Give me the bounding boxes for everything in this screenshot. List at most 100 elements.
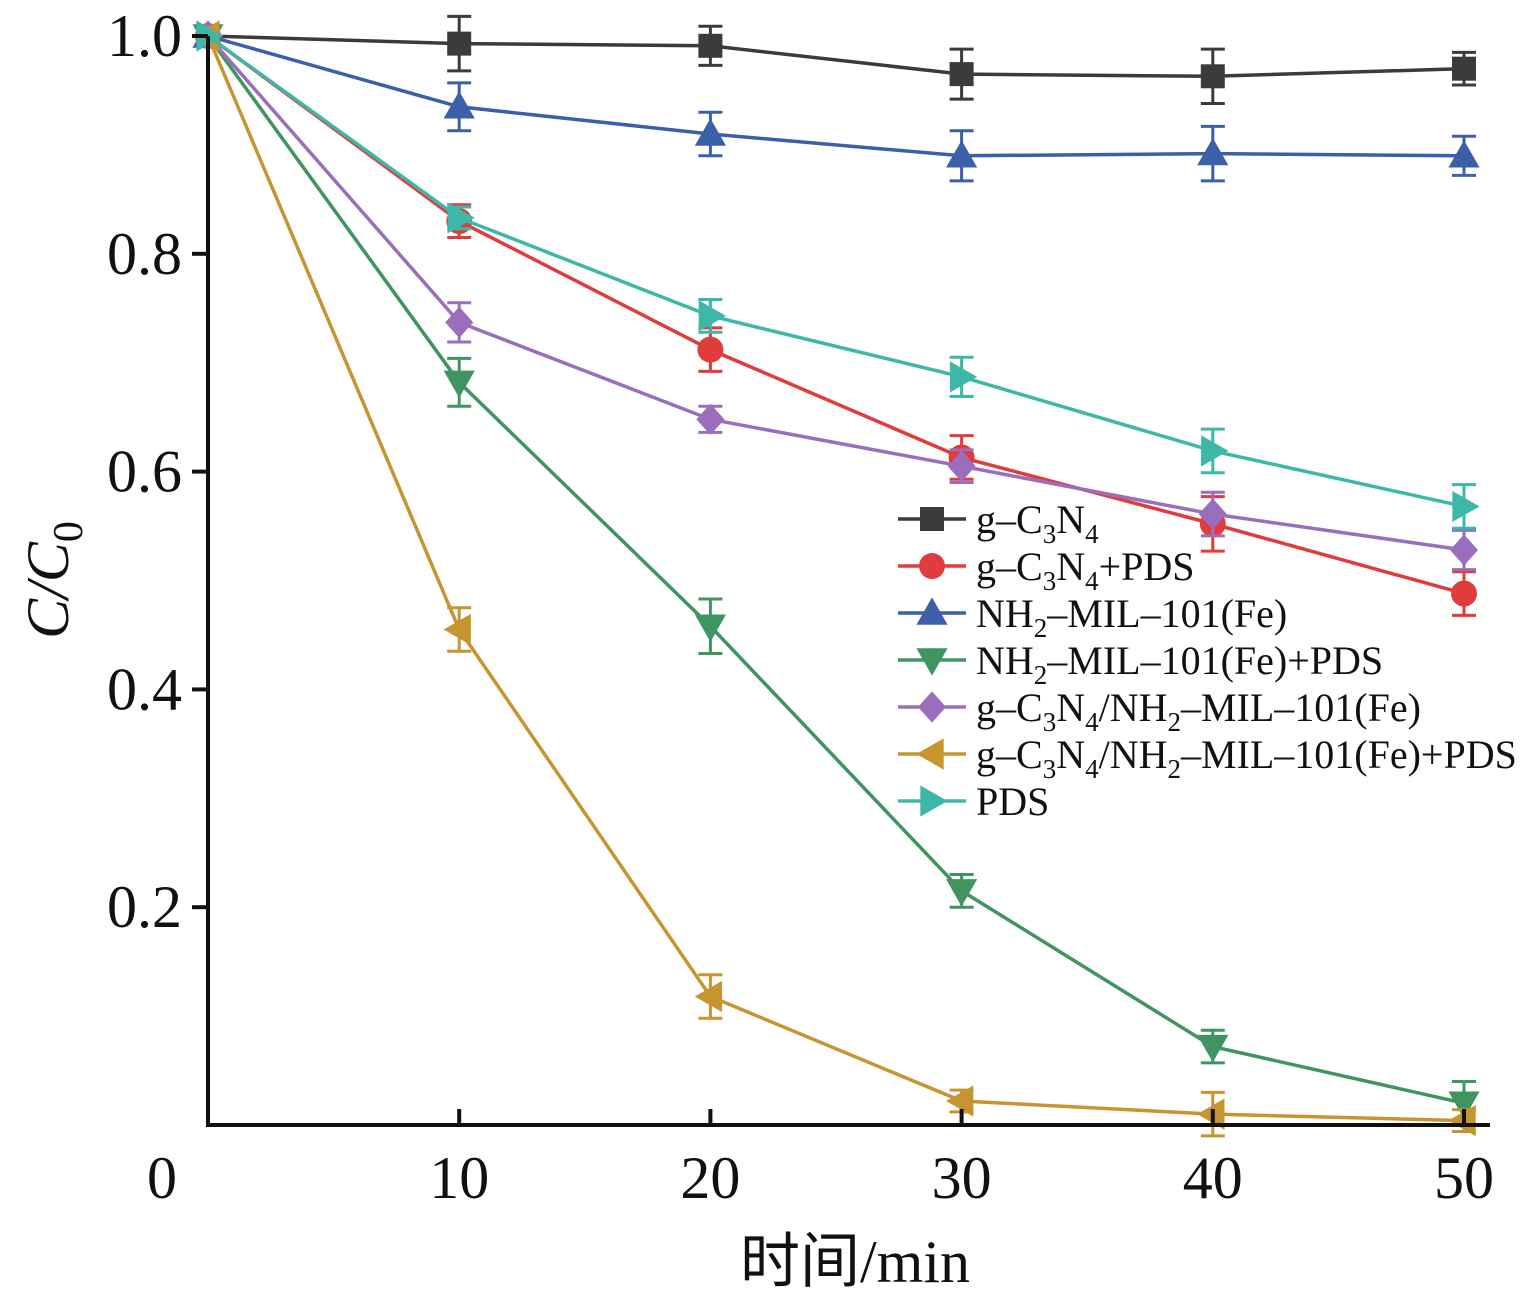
legend-text-part: –MIL–101(Fe)+PDS — [1046, 638, 1383, 683]
data-point — [447, 202, 475, 234]
plot-area — [192, 14, 1480, 1138]
legend-text-part: +PDS — [1099, 544, 1195, 589]
data-point — [1200, 64, 1225, 89]
legend-item: g–C3N4/NH2–MIL–101(Fe) — [898, 685, 1421, 737]
data-point — [1197, 138, 1229, 166]
legend-text-part: N — [1056, 732, 1085, 777]
y-tick-label: 0.6 — [107, 439, 182, 505]
svg-text:C/C0: C/C0 — [15, 521, 92, 639]
data-point — [694, 118, 726, 146]
y-tick-label: 0.4 — [107, 656, 182, 722]
series-line — [206, 34, 1465, 552]
series-line — [206, 34, 1465, 1105]
data-point — [443, 91, 475, 119]
y-axis-title: C/C0 — [15, 521, 92, 639]
legend-label: g–C3N4 — [976, 497, 1099, 549]
data-point — [443, 370, 475, 398]
y-axis-title-main: C/C — [15, 541, 81, 639]
series-3 — [192, 20, 1480, 183]
data-point — [447, 31, 472, 56]
data-point — [697, 336, 724, 363]
data-point — [698, 300, 726, 332]
series-line — [206, 34, 1465, 509]
ticks: 0 10 20 30 40 50 0.2 0.4 0.6 0.8 1.0 — [107, 3, 1494, 1211]
legend-subscript: 4 — [1085, 707, 1099, 737]
legend-marker — [920, 785, 948, 817]
series-4 — [192, 24, 1480, 1127]
legend-item: g–C3N4 — [898, 497, 1099, 549]
data-point — [946, 879, 978, 907]
legend-subscript: 3 — [1043, 754, 1057, 784]
legend-marker — [916, 597, 948, 625]
x-tick-label: 30 — [932, 1145, 992, 1211]
data-point — [947, 450, 976, 482]
legend-text-part: g–C — [976, 497, 1043, 542]
data-point — [1449, 534, 1479, 566]
legend-marker — [920, 507, 944, 531]
legend-label: NH2–MIL–101(Fe) — [976, 591, 1287, 643]
x-axis-title: 时间/min — [740, 1229, 970, 1295]
legend-text-part: N — [1056, 685, 1085, 730]
legend-text-part: PDS — [976, 779, 1049, 824]
legend-subscript: 3 — [1043, 707, 1057, 737]
y-tick-label: 1.0 — [107, 3, 182, 69]
axes — [206, 36, 1490, 1127]
legend-text-part: NH — [976, 591, 1034, 636]
legend-label: PDS — [976, 779, 1049, 824]
data-point — [696, 403, 725, 435]
legend-text-part: –MIL–101(Fe) — [1180, 685, 1421, 730]
legend-text-part: g–C — [976, 544, 1043, 589]
data-point — [1198, 498, 1227, 530]
legend-subscript: 2 — [1034, 660, 1048, 690]
series-1 — [196, 14, 1476, 106]
legend-subscript: 4 — [1085, 566, 1099, 596]
series-2 — [195, 23, 1477, 617]
legend-text-part: /NH — [1099, 732, 1168, 777]
y-axis-title-sub: 0 — [46, 521, 92, 542]
x-tick-label: 0 — [147, 1145, 177, 1211]
legend-text-part: –MIL–101(Fe) — [1046, 591, 1287, 636]
x-tick-label: 20 — [680, 1145, 740, 1211]
data-point — [698, 33, 723, 58]
data-point — [1197, 1034, 1229, 1063]
legend-subscript: 2 — [1167, 754, 1181, 784]
series-5 — [193, 20, 1479, 572]
data-point — [1448, 140, 1480, 168]
legend-subscript: 4 — [1085, 754, 1099, 784]
data-point — [1452, 56, 1476, 81]
legend-subscript: 3 — [1043, 519, 1057, 549]
legend-item: NH2–MIL–101(Fe) — [898, 591, 1287, 643]
legend-item: g–C3N4+PDS — [898, 544, 1195, 596]
legend-item: g–C3N4/NH2–MIL–101(Fe)+PDS — [898, 732, 1517, 784]
legend-subscript: 2 — [1167, 707, 1181, 737]
data-point — [1448, 1091, 1480, 1119]
legend-marker — [916, 648, 948, 676]
x-tick-label: 50 — [1434, 1145, 1494, 1211]
legend-subscript: 3 — [1043, 566, 1057, 596]
legend-text-part: /NH — [1099, 685, 1168, 730]
data-point — [694, 980, 723, 1013]
series-line — [207, 34, 1465, 158]
data-point — [443, 613, 471, 646]
data-point — [1201, 435, 1229, 467]
series-line — [206, 34, 1465, 596]
legend-marker — [917, 691, 947, 723]
data-point — [445, 306, 474, 339]
x-tick-label: 10 — [429, 1145, 489, 1211]
legend-marker — [916, 738, 944, 770]
legend-text-part: N — [1056, 497, 1085, 542]
data-point — [1451, 580, 1477, 607]
data-point — [1452, 490, 1480, 523]
y-tick-label: 0.2 — [107, 874, 182, 940]
series-6 — [192, 20, 1476, 1138]
legend-subscript: 4 — [1085, 519, 1099, 549]
series-line — [207, 34, 1465, 79]
legend-item: PDS — [898, 779, 1049, 824]
series-line — [206, 35, 1465, 1123]
legend-label: g–C3N4/NH2–MIL–101(Fe) — [976, 685, 1421, 737]
legend-label: NH2–MIL–101(Fe)+PDS — [976, 638, 1383, 690]
legend-text-part: –MIL–101(Fe)+PDS — [1180, 732, 1517, 777]
legend-text-part: N — [1056, 544, 1085, 589]
x-tick-label: 40 — [1183, 1145, 1243, 1211]
legend-subscript: 2 — [1034, 613, 1048, 643]
